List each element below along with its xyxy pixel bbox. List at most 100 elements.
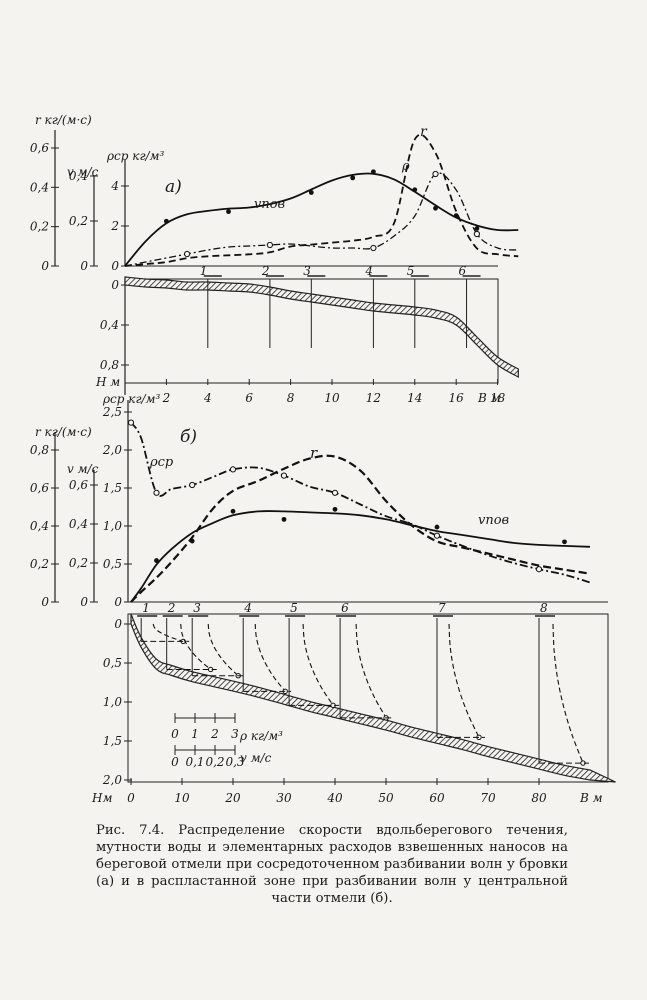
b-x-tick-label: 0: [127, 791, 135, 805]
a-depth-axis-label: Н м: [95, 375, 120, 389]
a-x-tick-label: 2: [162, 391, 171, 405]
b-rho-tick-label: 2,0: [102, 443, 122, 457]
a-x-tick-label: 18: [490, 391, 506, 405]
b-rho-axis-label: ρср кг/м³: [102, 392, 160, 406]
b-scale-v-label: 0,2: [205, 755, 224, 769]
a-turbidity-point: [184, 250, 191, 258]
b-v-tick-label: 0: [80, 595, 88, 609]
a-station-label: 3: [303, 264, 311, 278]
b-velocity-point: [281, 516, 287, 522]
figure-7-4: 0,6 0,4 0,2 0 0,4 0,2 0 4 2 0 r кг/(м·с) v м/с ρс…: [30, 113, 616, 805]
b-scale-v-label: 0,1: [185, 755, 204, 769]
b-velocity-point: [189, 538, 195, 544]
b-station-label: 6: [341, 601, 349, 615]
b-depth-tick-label: 1,5: [103, 734, 122, 748]
a-v-tick-label: 0,2: [69, 214, 88, 228]
a-station-label: 4: [364, 264, 373, 278]
b-label-rho: ρср: [149, 455, 174, 470]
b-x-axis-label: В м: [579, 791, 603, 805]
a-v-tick-label: 0,4: [69, 169, 88, 183]
a-r-tick-label: 0,4: [30, 180, 49, 194]
a-label-r: r: [420, 124, 428, 140]
a-rho-tick-label: 0: [111, 259, 119, 273]
b-station-profile: [254, 623, 286, 692]
b-depth-tick-label: 1,0: [103, 695, 122, 709]
a-velocity-point: [412, 187, 418, 193]
b-rho-tick-label: 1,0: [103, 519, 122, 533]
b-scale-inset: 0 1 2 3 0 0,1 0,2 0,3 ρ кг/м³ v м/с: [171, 713, 283, 769]
a-velocity-point: [453, 213, 459, 219]
b-x-tick-label: 80: [531, 791, 547, 805]
a-curve-sediment-flux: [124, 133, 519, 267]
a-x-tick-label: 16: [449, 391, 465, 405]
a-station-label: 6: [459, 264, 467, 278]
a-r-tick-label: 0: [41, 259, 49, 273]
b-r-tick-label: 0,2: [30, 557, 49, 571]
a-v-axis-label: v м/с: [67, 165, 99, 179]
b-scale-rho-label: 3: [231, 727, 239, 741]
b-label-r: r: [310, 444, 318, 462]
b-station-profile: [207, 623, 239, 677]
panel-a: 0,6 0,4 0,2 0 0,4 0,2 0 4 2 0 r кг/(м·с) v м/с ρс…: [30, 113, 519, 405]
b-x-tick-label: 70: [480, 791, 496, 805]
a-velocity-point: [226, 209, 231, 215]
b-velocity-point: [332, 506, 338, 512]
a-x-tick-label: 6: [245, 391, 253, 405]
b-turbidity-point: [127, 419, 135, 426]
b-station-profile: [180, 623, 212, 670]
b-depth-tick-label: 0: [114, 617, 122, 631]
a-rho-tick-label: 2: [110, 219, 119, 233]
b-v-axis-label: v м/с: [67, 462, 99, 476]
b-station-label: 1: [142, 601, 150, 615]
a-turbidity-point: [266, 241, 273, 249]
b-r-tick-label: 0,6: [30, 481, 49, 495]
a-r-axis-label: r кг/(м·с): [35, 113, 92, 127]
b-v-tick-label: 0,2: [69, 556, 88, 570]
b-v-tick-label: 0,4: [69, 517, 88, 531]
a-depth-tick-label: 0,8: [100, 358, 119, 372]
b-station-label: 7: [438, 601, 446, 615]
b-curve-velocity: [130, 510, 591, 603]
b-scale-rho-label: 0: [171, 727, 179, 741]
a-rho-tick-label: 4: [110, 179, 119, 193]
b-rho-tick-label: 0,5: [103, 557, 122, 571]
b-x-tick-label: 30: [276, 791, 292, 805]
b-station-profile: [302, 623, 334, 706]
b-scale-v-unit: v м/с: [240, 751, 272, 765]
b-station-label: 2: [167, 601, 176, 615]
b-velocity-point: [154, 558, 159, 563]
a-v-tick-label: 0: [80, 259, 88, 273]
b-x-tick-label: 40: [326, 791, 343, 805]
a-station-label: 2: [261, 264, 270, 278]
b-velocity-point: [230, 508, 236, 514]
a-panel-tag: а): [165, 177, 182, 197]
b-label-v: vпов: [478, 513, 509, 528]
a-seabed-profile: [124, 276, 519, 379]
b-panel-tag: б): [180, 427, 197, 447]
b-velocity-point: [434, 524, 440, 530]
b-station-profile: [152, 623, 184, 642]
b-station-profile: [448, 623, 480, 738]
b-scale-v-label: 0: [171, 755, 179, 769]
a-r-tick-label: 0,6: [30, 141, 49, 155]
b-r-tick-label: 0,8: [30, 443, 49, 457]
b-r-axis-label: r кг/(м·с): [35, 425, 92, 439]
figure-caption: Рис. 7.4. Распределение скорости вдольбе…: [96, 823, 568, 906]
b-scale-rho-label: 2: [210, 727, 219, 741]
a-velocity-point: [371, 169, 376, 175]
b-depth-tick-label: 0,5: [103, 656, 122, 670]
b-scale-rho-unit: ρ кг/м³: [239, 729, 283, 743]
b-depth-tick-label: 2,0: [102, 773, 122, 787]
b-turbidity-point: [535, 566, 543, 573]
b-station-profile: [355, 623, 387, 719]
a-x-tick-label: 12: [366, 391, 381, 405]
a-turbidity-point: [473, 230, 480, 238]
b-turbidity-point: [153, 489, 160, 496]
b-turbidity-point: [433, 532, 441, 539]
b-turbidity-point: [229, 466, 237, 473]
b-seabed-profile: [130, 613, 616, 783]
b-r-tick-label: 0,4: [30, 519, 49, 533]
a-station-label: 1: [200, 264, 208, 278]
b-x-tick-label: 10: [174, 791, 190, 805]
b-r-tick-label: 0: [41, 595, 49, 609]
